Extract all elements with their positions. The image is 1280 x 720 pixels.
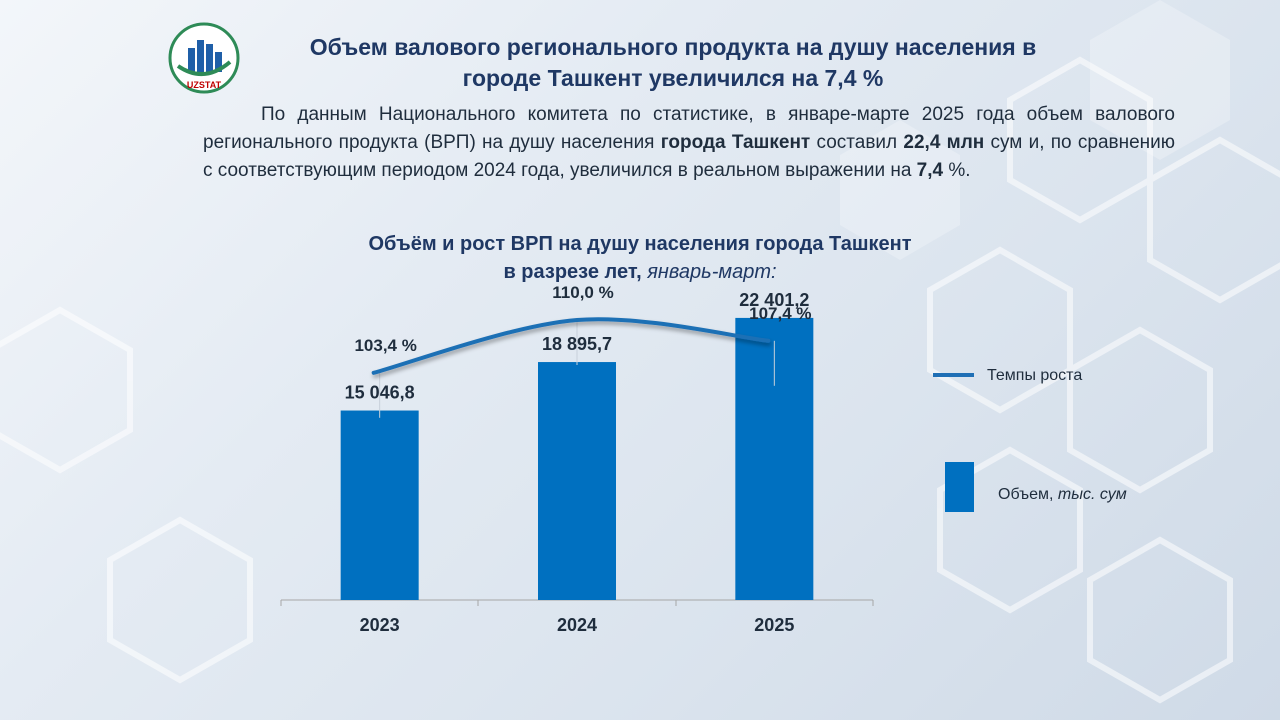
legend-volume-prefix: Объем, — [998, 486, 1058, 503]
rate-label-2023: 103,4 % — [354, 336, 416, 355]
bar-value-label-2025: 22 401,2 — [739, 290, 809, 310]
rate-label-2024: 110,0 % — [552, 283, 613, 302]
intro-text-1: По данным Национального комитета по стат… — [203, 104, 1175, 153]
intro-bold-value: 22,4 млн — [903, 132, 985, 153]
bar-2024 — [538, 362, 616, 600]
chart-title-line1: Объём и рост ВРП на душу населения город… — [368, 233, 912, 255]
logo-bar-icon — [188, 48, 195, 72]
logo-bar-icon — [197, 40, 204, 72]
logo-bar-icon — [206, 44, 213, 72]
intro-paragraph: По данным Национального комитета по стат… — [203, 101, 1175, 185]
chart-title-line2: в разрезе лет, январь-март: — [260, 258, 1020, 286]
page-title-line2: городе Ташкент увеличился на 7,4 % — [462, 65, 884, 91]
x-tick-label-2025: 2025 — [754, 615, 794, 635]
bar-2023 — [340, 410, 419, 600]
chart-title: Объём и рост ВРП на душу населения город… — [260, 230, 1020, 286]
intro-text-4: %. — [943, 160, 971, 181]
page-title-line1: Объем валового регионального продукта на… — [309, 34, 1037, 60]
legend: Темпы роста Объем, тыс. сум — [933, 367, 1127, 512]
chart-title-line2-italic: январь-март: — [641, 261, 777, 283]
intro-text-3: сум и, по сравнению с соответствующим пе… — [203, 132, 1176, 181]
logo-text: UZSTAT — [187, 80, 222, 90]
intro-bold-growth: 7,4 — [916, 160, 944, 181]
intro-text-2: составил — [810, 132, 904, 153]
legend-volume-unit: тыс. сум — [1058, 486, 1127, 503]
uzstat-logo: UZSTAT — [168, 22, 240, 94]
x-tick-label-2024: 2024 — [557, 615, 597, 635]
legend-volume-label: Объем, тыс. сум — [998, 486, 1127, 503]
x-tick-label-2023: 2023 — [360, 615, 400, 635]
page-title: Объем валового регионального продукта на… — [250, 32, 1096, 94]
logo-bar-icon — [215, 52, 222, 72]
chart-title-line2-bold: в разрезе лет, — [503, 261, 642, 283]
legend-bar-swatch — [945, 462, 974, 512]
legend-rate-label: Темпы роста — [987, 367, 1082, 384]
intro-bold-city: города Ташкент — [660, 132, 811, 153]
growth-rate-line — [371, 317, 771, 375]
rate-label-2025: 107,4 % — [749, 304, 811, 323]
